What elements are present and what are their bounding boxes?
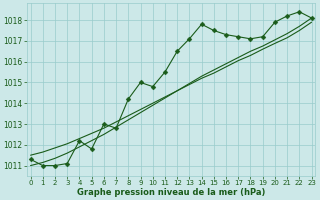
X-axis label: Graphe pression niveau de la mer (hPa): Graphe pression niveau de la mer (hPa) [77, 188, 265, 197]
